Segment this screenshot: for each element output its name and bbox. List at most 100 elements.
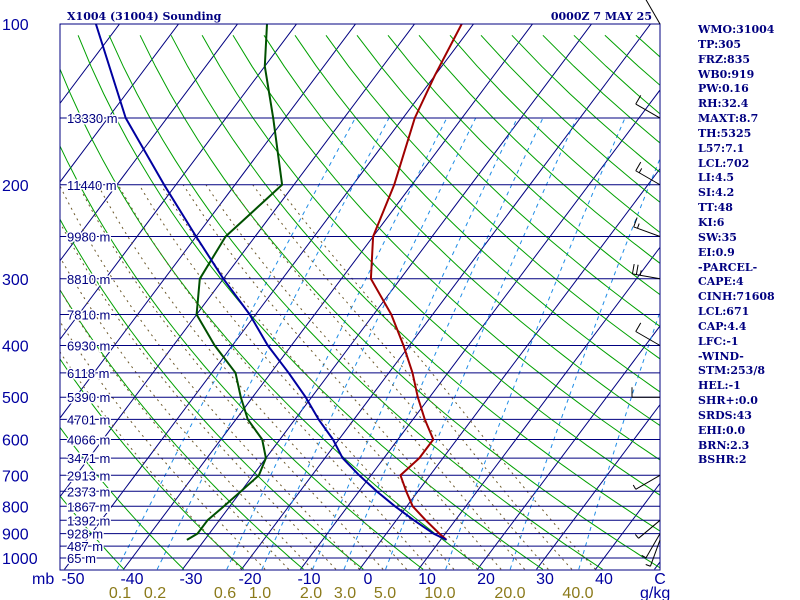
wind-barb-half-flag — [641, 554, 647, 559]
wind-barb-flag — [635, 95, 642, 105]
sounding-index-item: BSHR:2 — [698, 453, 747, 467]
mixing-ratio-label: 10.0 — [424, 585, 455, 600]
pressure-tick-label: 800 — [2, 499, 29, 516]
sounding-indices-list: WMO:31004 TP:305 FRZ:835 WB0:919 PW:0.16 RH:3… — [698, 23, 775, 468]
moist-adiabat-line — [228, 184, 549, 570]
mixing-ratio-label: 0.6 — [214, 585, 236, 600]
mixing-ratio-label: 40.0 — [562, 585, 593, 600]
wind-barb-half-flag — [645, 564, 651, 567]
dry-adiabat-line — [294, 35, 660, 393]
wind-barb-staff — [638, 519, 661, 539]
dry-adiabat-line — [139, 35, 660, 569]
wind-barb-flag — [635, 322, 642, 332]
temperature-tick-label: 40 — [595, 571, 613, 588]
wind-barb-staff — [635, 170, 661, 186]
mixing-ratio-line — [226, 117, 448, 570]
dewpoint-profile — [186, 24, 284, 541]
mixing-ratio-label: 3.0 — [334, 585, 356, 600]
isotherm-line — [60, 24, 416, 498]
sounding-index-item: L57:7.1 — [698, 141, 745, 155]
isotherm-line — [241, 24, 652, 570]
sounding-index-item: -PARCEL- — [698, 260, 758, 274]
sounding-index-item: EI:0.9 — [698, 245, 735, 259]
height-label: 3471 m — [67, 451, 110, 466]
pressure-tick-label: 300 — [2, 272, 29, 289]
temperature-tick-label: 20 — [477, 571, 495, 588]
height-label: 13330 m — [67, 111, 118, 126]
moist-adiabat-line — [97, 184, 408, 570]
pressure-tick-label: 900 — [2, 527, 29, 544]
temperature-tick-label: 30 — [536, 571, 554, 588]
wind-barb-flag — [633, 217, 638, 228]
temperature-tick-label: 0 — [364, 571, 373, 588]
wind-barb-half-flag — [632, 484, 637, 490]
mixing-ratio-line — [261, 117, 477, 570]
moist-adiabat-line — [182, 184, 502, 570]
height-label: 928 m — [67, 527, 103, 542]
dry-adiabat-line — [201, 35, 660, 496]
isotherm-line — [300, 89, 660, 570]
moist-adiabat-line — [60, 351, 242, 570]
sounding-index-item: SW:35 — [698, 230, 737, 244]
temperature-tick-label: 10 — [418, 571, 436, 588]
wind-barbs — [631, 0, 661, 567]
pressure-unit-label: mb — [32, 571, 54, 588]
sounding-index-item: WMO:31004 — [698, 23, 775, 36]
valid-time: 0000Z 7 MAY 25 — [551, 10, 652, 23]
mixing-ratio-line — [343, 117, 544, 570]
height-label: 1392 m — [67, 513, 110, 528]
dry-adiabat-line — [325, 35, 660, 360]
pressure-tick-label: 400 — [2, 339, 29, 356]
wind-barb-staff — [645, 533, 661, 559]
dry-adiabat-line — [263, 35, 660, 427]
pressure-tick-label: 500 — [2, 390, 29, 407]
height-label: 6930 m — [67, 339, 110, 354]
height-label: 2373 m — [67, 484, 110, 499]
sounding-index-item: EHI:0.0 — [698, 423, 746, 437]
isotherm-line — [60, 24, 298, 341]
isotherm-line — [60, 24, 180, 183]
sounding-index-item: LI:4.5 — [698, 171, 735, 185]
mixing-ratio-unit-label: g/kg — [640, 585, 670, 600]
temperature-tick-label: -20 — [238, 571, 261, 588]
height-label: 487 m — [67, 539, 103, 554]
moist-adiabat-line — [205, 184, 526, 570]
wind-barb-half-flag — [639, 270, 642, 276]
mixing-ratio-label: 20.0 — [494, 585, 525, 600]
pressure-tick-label: 600 — [2, 433, 29, 450]
sounding-index-item: TT:48 — [698, 201, 733, 215]
height-label: 4701 m — [67, 412, 110, 427]
wind-barb-flag — [635, 161, 642, 172]
dry-adiabat-line — [108, 35, 603, 570]
sounding-index-item: FRZ:835 — [698, 52, 751, 66]
height-label: 2913 m — [67, 468, 110, 483]
isotherm-line — [64, 24, 475, 570]
isotherm-line — [418, 246, 660, 570]
dry-adiabat-line — [356, 34, 660, 328]
dry-adiabat-line — [232, 35, 660, 461]
dry-adiabat-line — [60, 218, 364, 570]
mixing-ratio-label: 1.0 — [249, 585, 271, 600]
sounding-index-item: LCL:702 — [698, 156, 750, 170]
moist-adiabat-line — [276, 184, 596, 570]
wind-barb-flag — [635, 264, 639, 275]
dry-adiabat-line — [77, 35, 544, 570]
height-label: 7810 m — [67, 308, 110, 323]
sounding-index-item: WB0:919 — [698, 67, 755, 81]
wind-barb-staff — [635, 103, 661, 119]
wind-barb-flag — [631, 263, 635, 275]
dry-adiabat-line — [170, 35, 660, 532]
plot-frame — [59, 23, 661, 571]
wind-barb-staff — [645, 0, 661, 25]
background-lines — [60, 24, 660, 570]
sounding-index-item: -WIND- — [698, 349, 744, 363]
height-label: 6118 m — [67, 366, 109, 381]
sounding-index-item: SRDS:43 — [698, 408, 752, 422]
wind-barb-staff — [632, 273, 661, 280]
sounding-index-item: CAPE:4 — [698, 275, 744, 289]
moist-adiabat-line — [77, 184, 384, 570]
sounding-index-item: MAXT:8.7 — [698, 112, 759, 126]
isotherm-line — [477, 325, 660, 570]
